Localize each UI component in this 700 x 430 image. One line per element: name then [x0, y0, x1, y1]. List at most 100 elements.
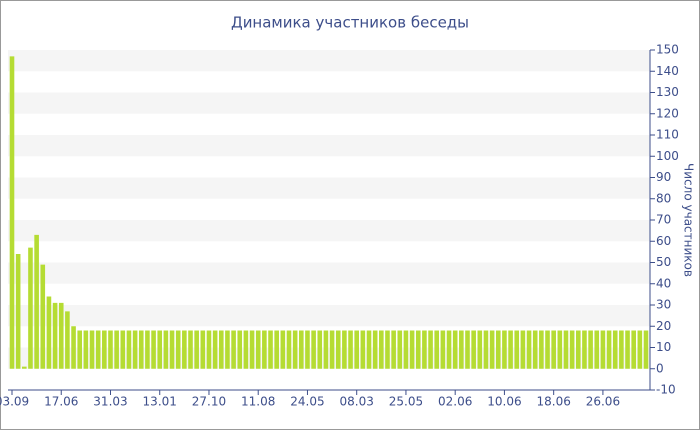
y-tick-label: 0: [656, 361, 664, 375]
bar: [71, 326, 76, 369]
bar: [631, 330, 636, 369]
bar: [495, 330, 501, 369]
bar: [157, 330, 163, 369]
bar: [409, 330, 415, 369]
bar: [114, 330, 119, 369]
bar: [194, 330, 199, 369]
bar: [268, 330, 273, 369]
bar: [612, 330, 618, 369]
y-tick-label: 10: [656, 340, 671, 354]
x-tick-label: 13.01: [143, 395, 177, 409]
grid-band: [8, 262, 650, 284]
bar: [274, 330, 279, 369]
bar: [212, 330, 218, 369]
bar: [477, 330, 483, 369]
bar: [643, 330, 649, 369]
y-tick-label: 90: [656, 170, 671, 184]
bar: [391, 330, 396, 369]
bar: [9, 56, 15, 369]
grid-band: [8, 92, 650, 114]
x-tick-label: 26.06: [586, 395, 620, 409]
bar: [637, 330, 643, 369]
bar: [243, 330, 249, 369]
x-tick-label: 11.08: [241, 395, 275, 409]
bar: [520, 330, 526, 369]
bar: [77, 330, 83, 369]
bar: [360, 330, 366, 369]
bar: [440, 330, 446, 369]
y-tick-label: 70: [656, 213, 671, 227]
bar: [175, 330, 181, 369]
bar: [465, 330, 470, 369]
chart-title: Динамика участников беседы: [231, 14, 469, 32]
bar: [471, 330, 476, 369]
bar: [262, 330, 267, 369]
y-tick-label: 130: [656, 85, 679, 99]
bar: [28, 247, 33, 369]
bar: [335, 330, 341, 369]
bar: [366, 330, 372, 369]
y-tick-label: 30: [656, 298, 671, 312]
y-axis-label: Число участников: [682, 163, 696, 277]
bar: [575, 330, 581, 369]
bar: [231, 330, 236, 369]
y-tick-label: 40: [656, 276, 671, 290]
bar: [434, 330, 440, 369]
bar: [619, 330, 624, 369]
bar: [22, 366, 27, 369]
bar: [514, 330, 520, 369]
bar: [372, 330, 378, 369]
bar: [138, 330, 144, 369]
bar: [58, 302, 64, 369]
bar: [225, 330, 230, 369]
x-tick-label: 31.03: [93, 395, 127, 409]
x-tick-label: 17.06: [44, 395, 78, 409]
bar: [379, 330, 384, 369]
y-tick-label: 100: [656, 149, 679, 163]
bar: [428, 330, 433, 369]
bar: [169, 330, 175, 369]
bar: [89, 330, 95, 369]
bar: [249, 330, 255, 369]
bar: [403, 330, 409, 369]
bar: [532, 330, 538, 369]
bar: [280, 330, 286, 369]
y-tick-label: 50: [656, 255, 671, 269]
y-tick-label: 120: [656, 106, 679, 120]
bar: [126, 330, 132, 369]
bar: [218, 330, 224, 369]
bar: [551, 330, 556, 369]
bar: [502, 330, 507, 369]
x-tick-label: 18.06: [536, 395, 570, 409]
bar: [188, 330, 193, 369]
bar: [415, 330, 421, 369]
bar: [397, 330, 403, 369]
bar: [452, 330, 458, 369]
bar: [65, 311, 70, 369]
bar: [508, 330, 513, 369]
bar: [34, 234, 39, 369]
bar: [46, 296, 52, 369]
bar: [563, 330, 569, 369]
grid-band: [8, 347, 650, 369]
bar: [317, 330, 323, 369]
bar: [606, 330, 612, 369]
bar: [15, 254, 21, 369]
bar: [145, 330, 150, 369]
x-tick-label: 03.09: [0, 395, 29, 409]
bar: [600, 330, 606, 369]
bar: [323, 330, 329, 369]
bar: [206, 330, 212, 369]
bar: [108, 330, 113, 369]
y-tick-label: 150: [656, 43, 679, 57]
bar: [459, 330, 464, 369]
bar: [446, 330, 452, 369]
grid-band: [8, 177, 650, 199]
bar: [625, 330, 630, 369]
bar: [422, 330, 427, 369]
bar: [582, 330, 587, 369]
x-tick-label: 08.03: [340, 395, 374, 409]
y-tick-label: 110: [656, 128, 679, 142]
bar: [40, 264, 46, 369]
bar: [526, 330, 532, 369]
